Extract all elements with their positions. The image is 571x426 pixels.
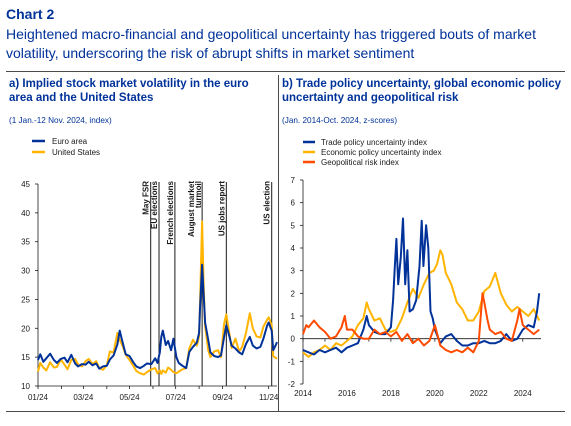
- chart-b-y-tick-label: 2: [291, 289, 296, 298]
- chart-b-y-tick-label: 3: [291, 267, 296, 276]
- chart-b-x-tick-label: 2022: [470, 389, 488, 398]
- chart-b-x-tick-label: 2024: [514, 389, 532, 398]
- chart-b-y-tick-label: 5: [291, 221, 296, 230]
- chart-b-y-tick-label: -2: [288, 380, 296, 389]
- chart-b-y-tick-label: 4: [291, 244, 296, 253]
- legend-label-geopolitical-risk-index: Geopolitical risk index: [321, 158, 399, 167]
- legend-label-trade-policy-uncertainty-index: Trade policy uncertainty index: [321, 138, 427, 147]
- legend-label-economic-policy-uncertainty-index: Economic policy uncertainty index: [321, 148, 442, 157]
- chart-b-x-tick-label: 2020: [426, 389, 444, 398]
- chart-b-x-tick-label: 2018: [382, 389, 400, 398]
- chart-b-y-tick-label: 6: [291, 199, 296, 208]
- chart-b-y-tick-label: 1: [291, 312, 296, 321]
- chart-b-y-tick-label: 7: [291, 176, 296, 185]
- chart-b-x-tick-label: 2014: [294, 389, 312, 398]
- chart-b-y-tick-label: 0: [291, 335, 296, 344]
- chart-b-x-tick-label: 2016: [338, 389, 356, 398]
- chart-b-y-tick-label: -1: [288, 357, 296, 366]
